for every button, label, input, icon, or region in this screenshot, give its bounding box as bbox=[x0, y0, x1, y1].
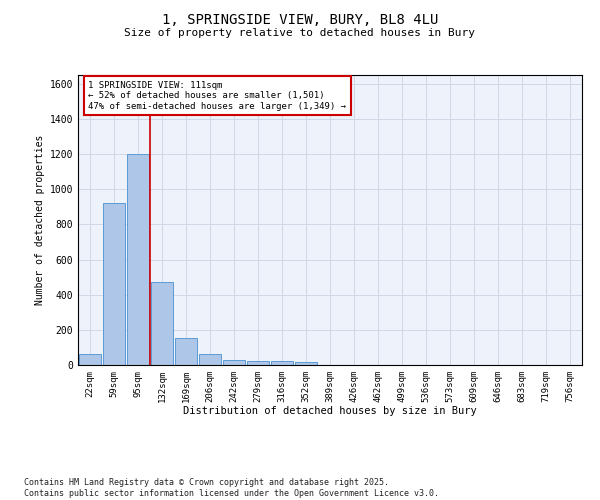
Bar bbox=[127, 154, 149, 365]
X-axis label: Distribution of detached houses by size in Bury: Distribution of detached houses by size … bbox=[183, 406, 477, 416]
Bar bbox=[103, 204, 125, 365]
Bar bbox=[247, 362, 269, 365]
Y-axis label: Number of detached properties: Number of detached properties bbox=[35, 135, 46, 305]
Text: Contains HM Land Registry data © Crown copyright and database right 2025.
Contai: Contains HM Land Registry data © Crown c… bbox=[24, 478, 439, 498]
Bar bbox=[151, 282, 173, 365]
Bar bbox=[271, 362, 293, 365]
Bar bbox=[295, 362, 317, 365]
Text: Size of property relative to detached houses in Bury: Size of property relative to detached ho… bbox=[125, 28, 476, 38]
Bar bbox=[199, 354, 221, 365]
Text: 1, SPRINGSIDE VIEW, BURY, BL8 4LU: 1, SPRINGSIDE VIEW, BURY, BL8 4LU bbox=[162, 12, 438, 26]
Bar bbox=[223, 360, 245, 365]
Text: 1 SPRINGSIDE VIEW: 111sqm
← 52% of detached houses are smaller (1,501)
47% of se: 1 SPRINGSIDE VIEW: 111sqm ← 52% of detac… bbox=[88, 81, 346, 110]
Bar bbox=[175, 338, 197, 365]
Bar bbox=[79, 354, 101, 365]
